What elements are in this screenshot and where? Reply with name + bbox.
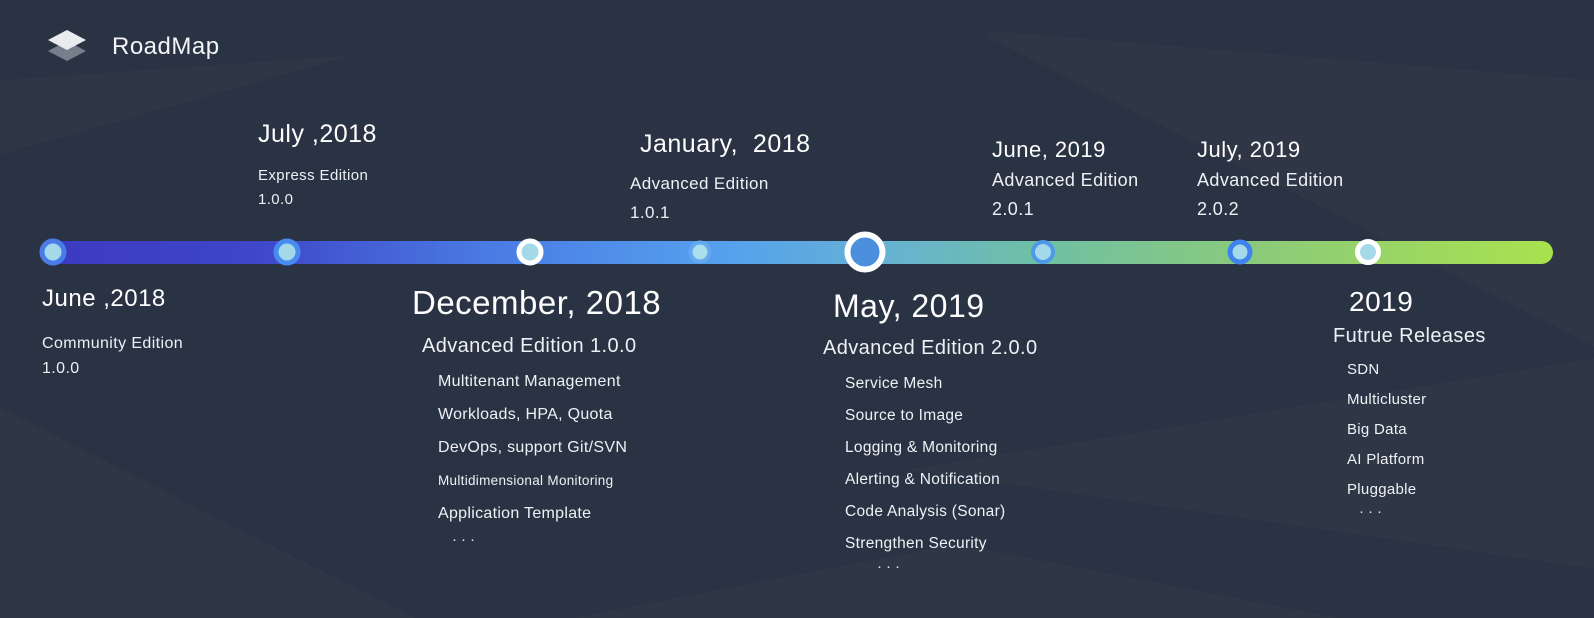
milestone-edition: Express Edition bbox=[258, 167, 369, 184]
header: RoadMap bbox=[48, 30, 220, 64]
feature-item: Multitenant Management bbox=[438, 373, 621, 390]
milestone-edition: Advanced Edition 2.0.0 bbox=[823, 337, 1038, 359]
more-indicator: ··· bbox=[1359, 503, 1386, 520]
timeline-dot-july-2018 bbox=[273, 238, 301, 266]
timeline-dot-june-2019 bbox=[1031, 240, 1055, 264]
milestone-july-2019: July, 2019 Advanced Edition 2.0.2 bbox=[1197, 137, 1344, 220]
milestone-date: December, 2018 bbox=[412, 284, 662, 321]
milestone-date: July, 2019 bbox=[1197, 137, 1301, 162]
feature-item: Big Data bbox=[1347, 421, 1407, 438]
feature-item: Alerting & Notification bbox=[845, 471, 1001, 488]
feature-item: Code Analysis (Sonar) bbox=[845, 503, 1006, 520]
milestone-2019-future: 2019 Futrue Releases SDN Multicluster Big … bbox=[1333, 286, 1486, 520]
milestone-date: January, 2018 bbox=[640, 130, 811, 158]
timeline-bar bbox=[40, 241, 1553, 264]
milestone-june-2019: June, 2019 Advanced Edition 2.0.1 bbox=[992, 137, 1139, 220]
feature-item: DevOps, support Git/SVN bbox=[438, 439, 628, 456]
feature-item: Pluggable bbox=[1347, 481, 1417, 498]
milestone-may-2019: May, 2019 Advanced Edition 2.0.0 Service… bbox=[823, 288, 1038, 575]
milestone-date: June, 2019 bbox=[992, 137, 1106, 162]
more-indicator: ··· bbox=[877, 558, 904, 575]
milestone-version: 1.0.1 bbox=[630, 203, 670, 222]
milestone-june-2018: June ,2018 Community Edition 1.0.0 bbox=[42, 285, 183, 378]
feature-list: Multitenant Management Workloads, HPA, Qu… bbox=[412, 373, 661, 523]
milestone-edition: Community Edition bbox=[42, 335, 184, 352]
milestone-date: 2019 bbox=[1349, 286, 1414, 317]
milestone-version: 1.0.0 bbox=[258, 191, 294, 208]
feature-list: Service Mesh Source to Image Logging & Mon… bbox=[823, 375, 1038, 552]
milestone-date: July ,2018 bbox=[258, 120, 377, 148]
milestone-edition: Futrue Releases bbox=[1333, 325, 1486, 347]
feature-item: Source to Image bbox=[845, 407, 964, 424]
milestone-edition: Advanced Edition bbox=[992, 170, 1139, 190]
milestone-edition: Advanced Edition bbox=[630, 174, 769, 193]
timeline-dot-december-2018 bbox=[516, 238, 544, 266]
feature-item: Multidimensional Monitoring bbox=[438, 473, 614, 488]
timeline-dot-june-2018 bbox=[39, 238, 67, 266]
feature-item: Strengthen Security bbox=[845, 535, 987, 552]
page-title: RoadMap bbox=[112, 33, 220, 60]
milestone-edition: Advanced Edition 1.0.0 bbox=[422, 335, 637, 357]
milestone-january-2018: January, 2018 Advanced Edition 1.0.1 bbox=[630, 130, 811, 223]
feature-item: Workloads, HPA, Quota bbox=[438, 406, 613, 423]
timeline-dot-may-2019-current bbox=[844, 231, 886, 273]
milestone-version: 1.0.0 bbox=[42, 360, 80, 377]
more-indicator: ··· bbox=[452, 531, 479, 548]
feature-item: Service Mesh bbox=[845, 375, 943, 392]
feature-item: SDN bbox=[1347, 361, 1380, 378]
milestone-date: May, 2019 bbox=[833, 288, 985, 324]
feature-item: AI Platform bbox=[1347, 451, 1425, 468]
milestone-december-2018: December, 2018 Advanced Edition 1.0.0 Mu… bbox=[412, 284, 661, 548]
timeline-dot-july-2019 bbox=[1227, 239, 1253, 265]
milestone-version: 2.0.1 bbox=[992, 199, 1035, 219]
milestone-july-2018: July ,2018 Express Edition 1.0.0 bbox=[258, 120, 377, 208]
timeline-dot-2019-future bbox=[1355, 239, 1381, 265]
milestone-date: June ,2018 bbox=[42, 285, 166, 312]
feature-list: SDN Multicluster Big Data AI Platform Plugga… bbox=[1333, 362, 1486, 498]
milestone-edition: Advanced Edition bbox=[1197, 170, 1344, 190]
timeline-dot-january-2018 bbox=[688, 240, 712, 264]
feature-item: Logging & Monitoring bbox=[845, 439, 998, 456]
layers-icon bbox=[48, 30, 86, 61]
feature-item: Multicluster bbox=[1347, 391, 1427, 408]
feature-item: Application Template bbox=[438, 505, 592, 522]
milestone-version: 2.0.2 bbox=[1197, 199, 1240, 219]
